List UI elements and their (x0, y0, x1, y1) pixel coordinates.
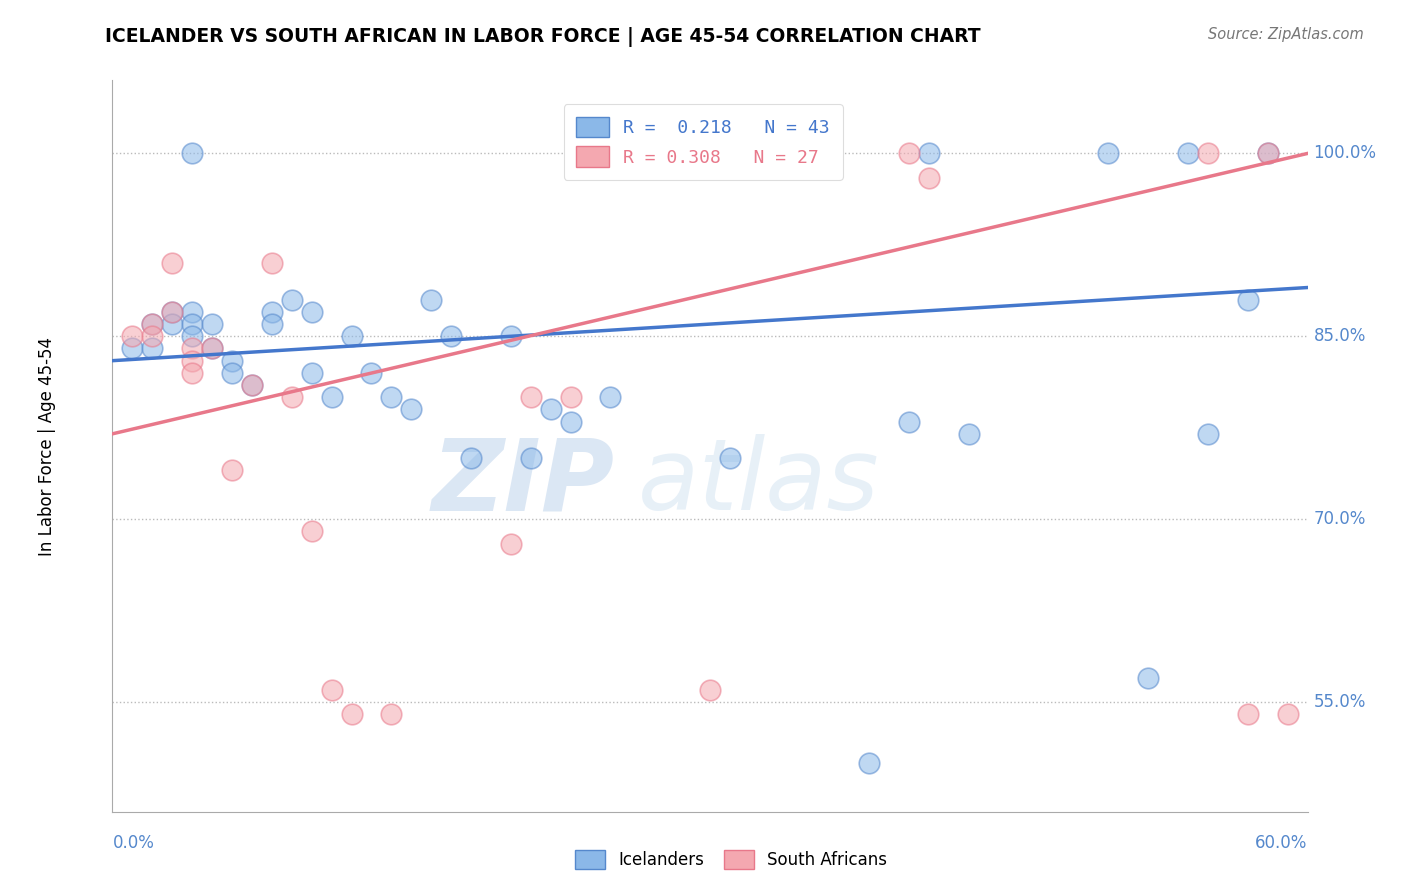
Point (301, 524, 323, 539)
Text: 85.0%: 85.0% (1313, 327, 1367, 345)
Point (141, 317, 163, 331)
Point (281, 390, 304, 404)
Point (221, 353, 243, 368)
Point (260, 256, 283, 270)
Point (1237, 707, 1260, 722)
Point (360, 366, 382, 380)
Point (1257, 146, 1279, 161)
Point (162, 305, 183, 319)
Point (1237, 293, 1260, 307)
Point (560, 415, 582, 429)
Point (181, 342, 204, 356)
Text: 55.0%: 55.0% (1313, 693, 1367, 711)
Point (221, 463, 243, 477)
Point (162, 305, 183, 319)
Point (898, 415, 921, 429)
Point (121, 329, 143, 343)
Point (181, 305, 204, 319)
Text: Source: ZipAtlas.com: Source: ZipAtlas.com (1208, 27, 1364, 42)
Point (221, 366, 243, 380)
Point (141, 342, 163, 356)
Point (440, 329, 463, 343)
Text: atlas: atlas (638, 434, 880, 531)
Point (1257, 146, 1279, 161)
Point (181, 329, 204, 343)
Point (201, 342, 224, 356)
Point (401, 402, 423, 417)
Point (420, 293, 443, 307)
Point (281, 293, 304, 307)
Point (1097, 146, 1119, 161)
Point (540, 402, 562, 417)
Point (918, 170, 941, 185)
Point (520, 451, 543, 466)
Point (918, 146, 941, 161)
Point (1277, 707, 1299, 722)
Point (201, 342, 224, 356)
Text: ICELANDER VS SOUTH AFRICAN IN LABOR FORCE | AGE 45-54 CORRELATION CHART: ICELANDER VS SOUTH AFRICAN IN LABOR FORC… (105, 27, 981, 46)
Point (1197, 146, 1219, 161)
Point (718, 451, 741, 466)
Point (340, 707, 363, 722)
Point (321, 682, 343, 697)
Text: ZIP: ZIP (432, 434, 614, 531)
Point (1137, 671, 1160, 685)
Point (1197, 426, 1219, 441)
Point (181, 146, 204, 161)
Point (699, 682, 721, 697)
Point (520, 390, 543, 404)
Point (162, 317, 183, 331)
Point (240, 378, 263, 392)
Point (121, 342, 143, 356)
Point (162, 256, 183, 270)
Point (858, 756, 880, 770)
Point (181, 353, 204, 368)
Text: In Labor Force | Age 45-54: In Labor Force | Age 45-54 (38, 336, 56, 556)
Point (499, 329, 522, 343)
Point (957, 426, 980, 441)
Legend: Icelanders, South Africans: Icelanders, South Africans (565, 840, 897, 880)
Point (340, 329, 363, 343)
Point (499, 536, 522, 550)
Point (301, 366, 323, 380)
Point (1177, 146, 1199, 161)
Point (560, 390, 582, 404)
Text: 100.0%: 100.0% (1313, 145, 1376, 162)
Point (240, 378, 263, 392)
Point (898, 146, 921, 161)
Point (460, 451, 482, 466)
Point (301, 305, 323, 319)
Point (380, 390, 402, 404)
Point (321, 390, 343, 404)
Legend: R =  0.218   N = 43, R = 0.308   N = 27: R = 0.218 N = 43, R = 0.308 N = 27 (564, 104, 842, 180)
Point (599, 390, 621, 404)
Point (141, 329, 163, 343)
Text: 0.0%: 0.0% (112, 834, 155, 852)
Point (141, 317, 163, 331)
Text: 60.0%: 60.0% (1256, 834, 1308, 852)
Text: 70.0%: 70.0% (1313, 510, 1367, 528)
Point (260, 317, 283, 331)
Point (201, 317, 224, 331)
Point (181, 366, 204, 380)
Point (181, 317, 204, 331)
Point (260, 305, 283, 319)
Point (380, 707, 402, 722)
